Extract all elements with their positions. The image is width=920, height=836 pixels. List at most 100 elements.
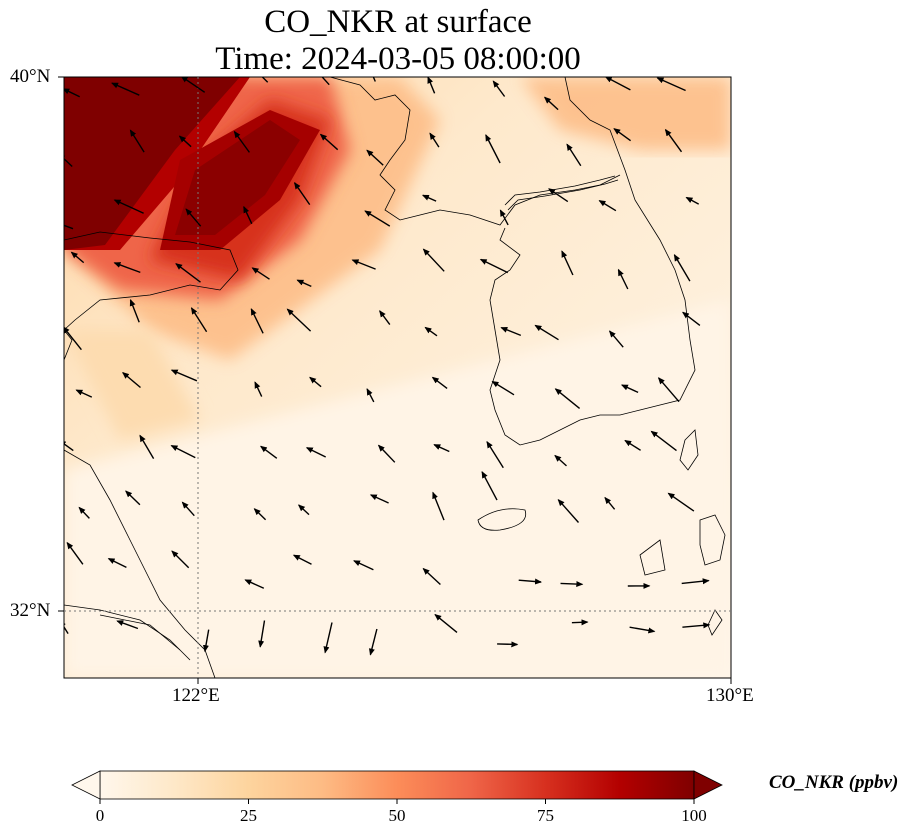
wind-vector-arrow	[481, 471, 498, 501]
wind-vector-arrow	[598, 200, 617, 212]
lon-label-122e: 122°E	[172, 685, 220, 706]
wind-vector-arrow	[656, 77, 686, 92]
wind-vector-arrow	[129, 298, 140, 323]
wind-vector-arrow	[113, 199, 144, 214]
wind-vector-arrow	[431, 376, 448, 389]
wind-vector-arrow	[422, 567, 441, 586]
colorbar	[71, 770, 723, 804]
wind-vector-arrow	[107, 557, 127, 569]
wind-vector-arrow	[286, 308, 312, 332]
wind-vector-arrow	[70, 251, 85, 264]
wind-vector-arrow	[78, 506, 90, 519]
wind-vector-arrow	[190, 307, 208, 333]
wind-vector-arrow	[309, 376, 322, 388]
wind-vector-arrow	[377, 444, 396, 463]
wind-vector-arrow	[617, 268, 629, 290]
wind-vector-arrow	[321, 77, 330, 86]
wind-vector-arrow	[422, 248, 445, 272]
wind-vector-arrow	[561, 250, 574, 276]
wind-vector-arrow	[258, 620, 266, 648]
wind-vector-arrow	[434, 613, 458, 633]
coastlines	[64, 77, 726, 678]
wind-vector-arrow	[424, 326, 438, 337]
wind-vector-arrow	[492, 80, 506, 97]
wind-vector-arrow	[296, 279, 312, 288]
wind-vector-arrow	[650, 430, 677, 452]
colorbar-tick-25: 25	[240, 806, 257, 825]
wind-vector-arrow	[664, 128, 683, 153]
wind-vector-arrow	[534, 324, 559, 341]
wind-vector-arrow	[491, 380, 515, 396]
wind-vector-arrow	[64, 88, 81, 98]
wind-vector-arrow	[170, 444, 196, 459]
lon-label-130e: 130°E	[706, 685, 754, 706]
map-title-time: Time: 2024-03-05 08:00:00	[215, 41, 581, 77]
wind-vector-arrow	[351, 259, 376, 270]
colorbar-tick-50: 50	[388, 806, 406, 825]
colorbar-tick-0: 0	[95, 806, 105, 825]
wind-vector-arrow	[368, 628, 378, 656]
wind-vector-arrow	[421, 194, 437, 202]
wind-vector-arrow	[64, 440, 74, 452]
wind-vector-arrow	[261, 77, 269, 83]
gridlines	[64, 77, 731, 678]
wind-vector-arrow	[486, 440, 504, 469]
wind-vector-arrow	[64, 326, 82, 351]
wind-vector-arrow	[681, 578, 710, 585]
wind-vector-arrow	[500, 326, 522, 337]
wind-vector-arrow	[244, 579, 265, 589]
wind-vector-arrow	[178, 135, 192, 148]
wind-vector-arrow	[319, 133, 339, 151]
wind-vector-arrow	[250, 308, 264, 334]
wind-vector-arrow	[433, 444, 450, 453]
wind-vector-arrow	[682, 622, 711, 629]
colorbar-min-extend	[71, 770, 101, 800]
wind-vector-arrow	[171, 550, 190, 569]
wind-vector-arrow	[251, 267, 270, 280]
wind-vector-arrow	[629, 626, 656, 634]
wind-vector-arrow	[604, 496, 616, 510]
wind-vector-arrow	[429, 132, 440, 148]
wind-vector-arrow	[608, 330, 624, 348]
wind-vector-arrow	[657, 377, 680, 403]
wind-vector-arrow	[667, 492, 695, 512]
wind-vector-arrow	[243, 205, 253, 225]
lat-label-40n: 40°N	[10, 66, 51, 87]
wind-vector-arrow	[323, 622, 333, 654]
wind-vector-arrow	[682, 311, 701, 326]
wind-vector-arrow	[554, 454, 567, 467]
wind-vector-arrow	[64, 619, 69, 634]
colorbar-max-extend	[693, 770, 723, 800]
wind-vector-arrow	[113, 262, 141, 274]
wind-vector-arrow	[366, 388, 375, 403]
wind-vector-arrow	[571, 619, 589, 626]
wind-vector-arrow	[111, 82, 140, 96]
wind-vector-arrow	[259, 445, 278, 459]
lat-label-32n: 32°N	[10, 600, 51, 621]
wind-vector-arrow	[557, 498, 580, 523]
colorbar-label: CO_NKR (ppbv)	[769, 772, 899, 793]
wind-vector-arrow	[202, 629, 210, 653]
wind-vector-arrow	[64, 153, 73, 168]
wind-vector-arrow	[685, 196, 700, 205]
wind-vector-arrow	[560, 581, 584, 588]
wind-vector-arrow	[613, 128, 632, 142]
wind-vector-arrow	[180, 77, 206, 93]
wind-vector-arrow	[427, 77, 436, 94]
wind-vector-arrow	[129, 129, 145, 153]
wind-vector-arrow	[366, 149, 384, 166]
wind-vector-arrow	[518, 578, 542, 585]
wind-vector-arrow	[181, 501, 195, 517]
axis-ticks	[58, 76, 732, 684]
wind-vector-arrow	[566, 143, 582, 167]
wind-vector-arrow	[125, 490, 141, 506]
colorbar-tick-100: 100	[681, 806, 707, 825]
wind-vectors	[64, 77, 711, 656]
wind-vector-arrow	[185, 208, 202, 227]
wind-vector-arrow	[485, 134, 501, 164]
wind-vector-arrow	[139, 434, 155, 459]
wind-vector-arrow	[554, 388, 581, 409]
wind-vector-arrow	[75, 389, 93, 398]
wind-vector-arrow	[175, 263, 201, 283]
